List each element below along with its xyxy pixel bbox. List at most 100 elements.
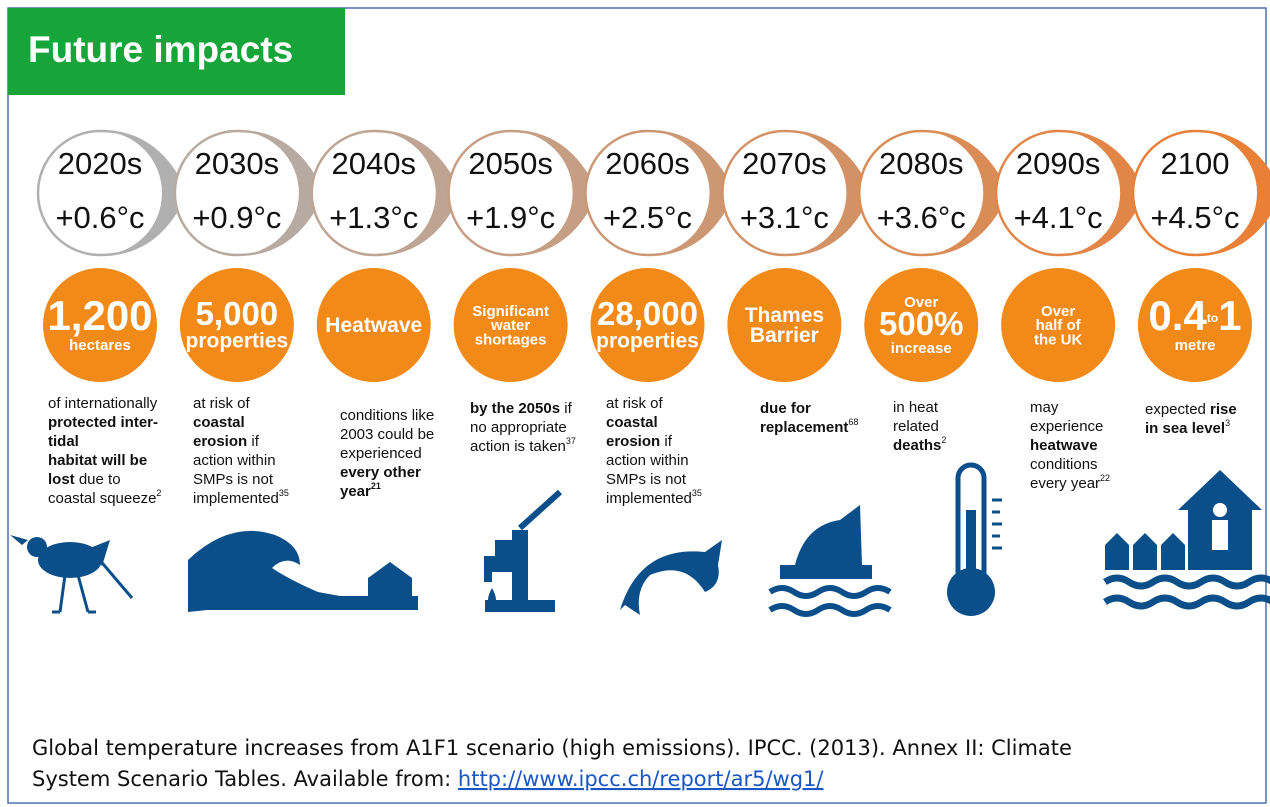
impact-description: 2003 could be bbox=[340, 426, 434, 443]
description-part: in heat bbox=[893, 399, 939, 416]
description-part: 2003 could be bbox=[340, 426, 434, 443]
headline-part: metre bbox=[1175, 337, 1216, 354]
description-part: implemented bbox=[193, 490, 279, 507]
description-part: tidal bbox=[48, 433, 79, 450]
decade: 2040s bbox=[332, 146, 416, 181]
description-part: coastal bbox=[193, 414, 245, 431]
impact-description: in sea level3 bbox=[1145, 418, 1230, 437]
impact-description: every year22 bbox=[1030, 473, 1110, 492]
impact-description: erosion if bbox=[193, 433, 260, 450]
impact-description: experienced bbox=[340, 445, 422, 462]
description-part: experienced bbox=[340, 445, 422, 462]
impact: Significantwatershortagesby the 2050s if… bbox=[454, 268, 576, 455]
headline-part: shortages bbox=[475, 331, 547, 348]
decade: 2100 bbox=[1161, 146, 1230, 181]
impact-description: SMPs is not bbox=[193, 471, 274, 488]
description-part: implemented bbox=[606, 490, 692, 507]
description-part: SMPs is not bbox=[193, 471, 274, 488]
impact-headline: 28,000 bbox=[597, 295, 698, 332]
impact-headline: increase bbox=[891, 340, 952, 357]
description-part: action within bbox=[606, 452, 689, 469]
headline-part: 1,200 bbox=[47, 292, 152, 339]
impact-description: erosion if bbox=[606, 433, 673, 450]
impact-description: at risk of bbox=[606, 395, 664, 412]
impact-description: by the 2050s if bbox=[470, 400, 573, 417]
description-part: experience bbox=[1030, 418, 1103, 435]
description-part: conditions like bbox=[340, 407, 434, 424]
description-part: by the 2050s bbox=[470, 400, 560, 417]
impact-headline: hectares bbox=[69, 337, 131, 354]
temperature: +0.9°c bbox=[192, 200, 281, 235]
impact-description: conditions like bbox=[340, 407, 434, 424]
headline-part: 0.4 bbox=[1148, 292, 1207, 339]
impact-description: coastal bbox=[193, 414, 245, 431]
description-part: action within bbox=[193, 452, 276, 469]
impact: Over500%increasein heatrelateddeaths2 bbox=[864, 268, 978, 454]
headline-part: properties bbox=[186, 329, 289, 352]
temperature: +1.3°c bbox=[329, 200, 418, 235]
impact-description: replacement68 bbox=[760, 417, 858, 436]
description-part: 3 bbox=[1225, 418, 1230, 428]
description-part: no appropriate bbox=[470, 419, 567, 436]
headline-part: 1 bbox=[1218, 292, 1241, 339]
impact-headline: properties bbox=[186, 329, 289, 352]
description-part: conditions bbox=[1030, 456, 1098, 473]
description-part: of internationally bbox=[48, 395, 158, 412]
description-part: erosion bbox=[193, 433, 247, 450]
temperature: +3.6°c bbox=[877, 200, 966, 235]
impact-description: no appropriate bbox=[470, 419, 567, 436]
bird-icon bbox=[10, 535, 132, 612]
headline-part: 28,000 bbox=[597, 295, 698, 332]
impact-description: protected inter- bbox=[48, 414, 158, 431]
description-part: 35 bbox=[279, 488, 289, 498]
impact-description: of internationally bbox=[48, 395, 158, 412]
timeline-step: 2080s +3.6°c bbox=[859, 131, 1007, 255]
description-part: expected bbox=[1145, 401, 1210, 418]
impact-description: lost due to bbox=[48, 471, 121, 488]
headline-part: Heatwave bbox=[325, 314, 422, 337]
title: Future impacts bbox=[28, 29, 293, 70]
decade: 2070s bbox=[742, 146, 826, 181]
timeline-step: 2040s +1.3°c bbox=[312, 131, 460, 255]
decade: 2080s bbox=[879, 146, 963, 181]
headline-part: properties bbox=[596, 329, 699, 352]
description-part: if bbox=[247, 433, 260, 450]
source-note: Global temperature increases from A1F1 s… bbox=[32, 736, 1072, 760]
description-part: habitat will be bbox=[48, 452, 147, 469]
headline-part: 500% bbox=[879, 305, 963, 342]
impact-description: heatwave bbox=[1030, 437, 1098, 454]
impact-description: habitat will be bbox=[48, 452, 147, 469]
impact-description: tidal bbox=[48, 433, 79, 450]
impact-description: expected rise bbox=[1145, 401, 1237, 418]
impact-description: implemented35 bbox=[193, 488, 289, 507]
impact-headline: 1,200 bbox=[47, 292, 152, 339]
impact-description: deaths2 bbox=[893, 435, 946, 454]
source-note-text: System Scenario Tables. Available from: bbox=[32, 767, 458, 791]
impact-description: due for bbox=[760, 400, 811, 417]
description-part: replacement bbox=[760, 419, 848, 436]
decade: 2090s bbox=[1016, 146, 1100, 181]
impact-description: action within bbox=[606, 452, 689, 469]
impact-description: action is taken37 bbox=[470, 436, 576, 455]
temperature: +3.1°c bbox=[740, 200, 829, 235]
headline-part: the UK bbox=[1034, 331, 1083, 348]
pump-icon bbox=[484, 492, 560, 612]
description-part: may bbox=[1030, 399, 1059, 416]
decade: 2050s bbox=[468, 146, 552, 181]
source-link[interactable]: http://www.ipcc.ch/report/ar5/wg1/ bbox=[458, 767, 824, 791]
description-part: due to bbox=[75, 471, 121, 488]
impact-description: coastal squeeze2 bbox=[48, 488, 161, 507]
description-part: 68 bbox=[848, 417, 858, 427]
description-part: SMPs is not bbox=[606, 471, 687, 488]
timeline-step: 2030s+0.9°c bbox=[175, 131, 323, 255]
impact: ThamesBarrierdue forreplacement68 bbox=[727, 268, 858, 436]
description-part: 37 bbox=[566, 436, 576, 446]
timeline-step: 2060s+2.5°c bbox=[586, 131, 734, 255]
description-part: lost bbox=[48, 471, 75, 488]
timeline-step: 2070s +3.1°c bbox=[722, 131, 870, 255]
timeline-step: 2090s+4.1°c bbox=[996, 131, 1144, 255]
description-part: if bbox=[560, 400, 573, 417]
impact-headline: metre bbox=[1175, 337, 1216, 354]
impact-headline: Barrier bbox=[750, 324, 819, 347]
